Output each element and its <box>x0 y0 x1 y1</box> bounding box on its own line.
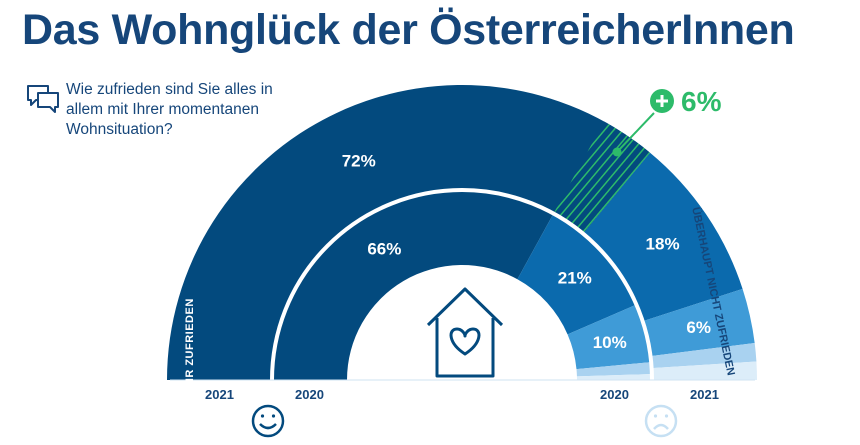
value-label-2020-0: 66% <box>367 240 401 259</box>
smiley-happy-icon <box>251 404 285 438</box>
arc-segment-2021-4 <box>651 361 757 380</box>
delta-value: 6% <box>681 86 722 117</box>
value-label-2021-0: 72% <box>342 152 376 171</box>
page-title: Das Wohnglück der ÖsterreicherInnen <box>22 6 795 54</box>
ring-separator <box>270 188 654 381</box>
value-label-2021-2: 6% <box>686 318 711 337</box>
arc-segment-2020-4 <box>576 374 652 380</box>
value-label-2021-1: 18% <box>646 235 680 254</box>
year-label-2021-left: 2021 <box>205 387 234 402</box>
arc-segment-2021-2 <box>642 288 755 357</box>
delta-hatch-segment <box>553 121 651 234</box>
arc-segment-2020-3 <box>576 362 652 377</box>
house-heart-icon <box>426 287 504 378</box>
year-label-2021-right: 2021 <box>690 387 719 402</box>
arc-segment-2021-0 <box>166 84 651 381</box>
arc-segment-2020-2 <box>567 304 652 370</box>
arc-segment-2021-1 <box>583 152 743 322</box>
arc-segment-2021-3 <box>650 343 757 369</box>
plus-icon-glyph <box>656 95 668 107</box>
arc-label-very-satisfied: SEHR ZUFRIEDEN <box>184 298 196 402</box>
smiley-sad-icon <box>644 404 678 438</box>
year-label-2020-left: 2020 <box>295 387 324 402</box>
speech-bubbles-icon <box>27 85 59 113</box>
survey-question: Wie zufrieden sind Sie alles in allem mi… <box>66 81 273 138</box>
value-label-2020-2: 10% <box>593 333 627 352</box>
delta-dot <box>612 147 622 157</box>
value-label-2020-1: 21% <box>558 268 592 287</box>
year-label-2020-right: 2020 <box>600 387 629 402</box>
delta-leader-line <box>616 112 655 153</box>
arc-segment-2020-0 <box>272 189 554 380</box>
arc-segment-2020-1 <box>517 213 637 335</box>
